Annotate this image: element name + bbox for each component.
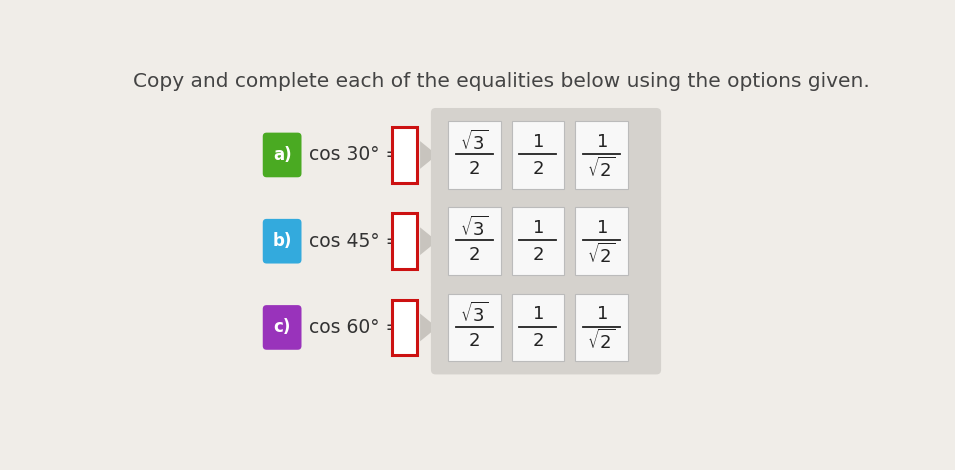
Text: cos 60° =: cos 60° = — [309, 318, 401, 337]
Text: $\sqrt{3}$: $\sqrt{3}$ — [460, 302, 489, 327]
FancyBboxPatch shape — [512, 294, 564, 361]
Text: $2$: $2$ — [469, 160, 480, 178]
Text: $2$: $2$ — [469, 246, 480, 264]
Text: cos 30° =: cos 30° = — [309, 145, 401, 164]
FancyBboxPatch shape — [431, 108, 661, 202]
Polygon shape — [420, 313, 437, 341]
Text: b): b) — [272, 232, 292, 250]
Text: $1$: $1$ — [596, 133, 607, 151]
Text: $2$: $2$ — [469, 332, 480, 350]
Text: $1$: $1$ — [596, 219, 607, 237]
Text: c): c) — [273, 319, 291, 337]
Text: $\sqrt{2}$: $\sqrt{2}$ — [587, 243, 616, 267]
FancyBboxPatch shape — [393, 127, 417, 183]
Text: $2$: $2$ — [532, 160, 543, 178]
Text: $1$: $1$ — [532, 133, 543, 151]
Text: $\sqrt{2}$: $\sqrt{2}$ — [587, 329, 616, 353]
Text: cos 45° =: cos 45° = — [309, 232, 402, 251]
FancyBboxPatch shape — [393, 213, 417, 269]
Text: Copy and complete each of the equalities below using the options given.: Copy and complete each of the equalities… — [134, 72, 870, 91]
FancyBboxPatch shape — [431, 194, 661, 288]
FancyBboxPatch shape — [575, 207, 627, 275]
FancyBboxPatch shape — [512, 121, 564, 189]
Polygon shape — [420, 227, 437, 255]
FancyBboxPatch shape — [263, 133, 302, 177]
Text: $1$: $1$ — [532, 306, 543, 323]
FancyBboxPatch shape — [512, 207, 564, 275]
Text: $\sqrt{3}$: $\sqrt{3}$ — [460, 130, 489, 154]
FancyBboxPatch shape — [575, 294, 627, 361]
FancyBboxPatch shape — [263, 219, 302, 264]
FancyBboxPatch shape — [393, 300, 417, 355]
Polygon shape — [420, 141, 437, 169]
Text: $1$: $1$ — [532, 219, 543, 237]
FancyBboxPatch shape — [448, 294, 500, 361]
Text: $1$: $1$ — [596, 306, 607, 323]
FancyBboxPatch shape — [448, 207, 500, 275]
FancyBboxPatch shape — [263, 305, 302, 350]
FancyBboxPatch shape — [575, 121, 627, 189]
Text: $\sqrt{3}$: $\sqrt{3}$ — [460, 216, 489, 240]
Text: $\sqrt{2}$: $\sqrt{2}$ — [587, 157, 616, 181]
Text: $2$: $2$ — [532, 246, 543, 264]
FancyBboxPatch shape — [431, 281, 661, 375]
Text: a): a) — [273, 146, 291, 164]
Text: $2$: $2$ — [532, 332, 543, 350]
FancyBboxPatch shape — [448, 121, 500, 189]
